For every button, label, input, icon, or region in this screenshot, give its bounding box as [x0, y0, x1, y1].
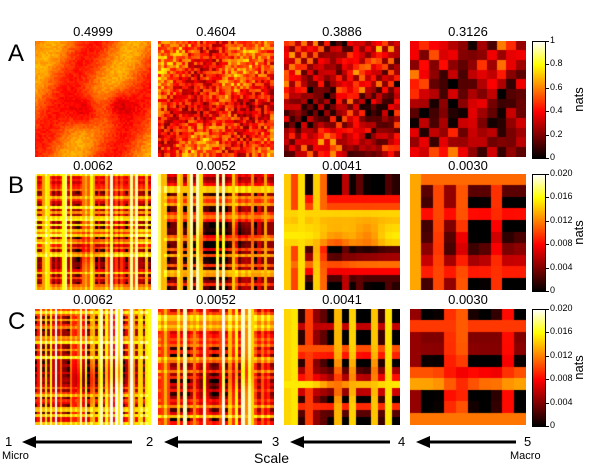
- colorbar-tick-mark: [546, 244, 549, 246]
- panel-title: 0.0030: [448, 158, 488, 173]
- scale-tick-label: 3: [272, 434, 280, 449]
- panel-title: 0.0062: [73, 158, 113, 173]
- heatmap-panel: [284, 41, 400, 157]
- heatmap-panel: [158, 309, 274, 425]
- row-label: C: [8, 308, 26, 335]
- heatmap-panel: [410, 309, 526, 425]
- heatmap-panel: [284, 174, 400, 290]
- colorbar-tick-mark: [546, 355, 549, 357]
- heatmap-panel: [158, 174, 274, 290]
- colorbar-frame: [532, 309, 546, 427]
- scale-tick-label: 1: [5, 434, 13, 449]
- scale-tick-label: 5: [524, 434, 532, 449]
- colorbar-tick-mark: [546, 267, 549, 269]
- panel-title: 0.4604: [196, 24, 236, 39]
- panel-title: 0.0062: [73, 292, 113, 307]
- colorbar-label: nats: [570, 220, 586, 245]
- heatmap-panel: [35, 41, 151, 157]
- scale-axis-label: Scale: [254, 450, 290, 466]
- panel-title: 0.0030: [448, 292, 488, 307]
- colorbar-tick-label: 0: [550, 152, 556, 162]
- colorbar-tick-label: 0.020: [550, 303, 573, 313]
- scale-arrow: [164, 436, 262, 448]
- colorbar-tick-label: 0.008: [550, 238, 573, 249]
- colorbar-tick-mark: [546, 291, 549, 292]
- colorbar-tick-label: 0.004: [550, 396, 573, 407]
- colorbar: [532, 41, 546, 159]
- scale-arrow: [290, 436, 390, 448]
- macro-label: Macro: [510, 450, 541, 462]
- colorbar-tick-mark: [546, 426, 549, 427]
- panel-title: 0.3886: [322, 24, 362, 39]
- colorbar-tick-label: 0.8: [550, 58, 563, 69]
- colorbar-tick-label: 0.008: [550, 373, 573, 384]
- colorbar-tick-mark: [546, 174, 549, 175]
- panel-title: 0.4999: [73, 24, 113, 39]
- colorbar-tick-label: 0: [550, 420, 556, 430]
- colorbar-tick-label: 0: [550, 285, 556, 295]
- colorbar-tick-label: 0.016: [550, 326, 573, 337]
- colorbar-tick-mark: [546, 402, 549, 404]
- colorbar-tick-mark: [546, 379, 549, 381]
- colorbar-tick-label: 0.2: [550, 128, 563, 139]
- colorbar-tick-mark: [546, 64, 549, 66]
- panel-title: 0.0041: [322, 158, 362, 173]
- colorbar-frame: [532, 174, 546, 292]
- heatmap-panel: [158, 41, 274, 157]
- colorbar-tick-mark: [546, 309, 549, 310]
- colorbar-tick-label: 0.4: [550, 105, 563, 116]
- colorbar-tick-label: 0.012: [550, 349, 573, 360]
- colorbar-label: nats: [570, 355, 586, 380]
- heatmap-panel: [284, 309, 400, 425]
- micro-label: Micro: [2, 450, 29, 462]
- colorbar-tick-label: 0.016: [550, 191, 573, 202]
- scale-arrows: [22, 436, 516, 448]
- colorbar: [532, 174, 546, 292]
- scale-tick-label: 2: [146, 434, 154, 449]
- panel-title: 0.3126: [448, 24, 488, 39]
- panel-title: 0.0052: [196, 158, 236, 173]
- heatmap-panel: [35, 309, 151, 425]
- heatmap-panel: [410, 41, 526, 157]
- colorbar-tick-label: 0.6: [550, 81, 563, 92]
- colorbar-label: nats: [570, 87, 586, 112]
- colorbar: [532, 309, 546, 427]
- colorbar-tick-mark: [546, 220, 549, 222]
- panel-title: 0.0041: [322, 292, 362, 307]
- heatmap-panel: [35, 174, 151, 290]
- colorbar-frame: [532, 41, 546, 159]
- row-label: A: [8, 40, 25, 67]
- scale-arrow: [416, 436, 516, 448]
- colorbar-tick-mark: [546, 332, 549, 334]
- colorbar-tick-mark: [546, 87, 549, 89]
- row-label: B: [8, 172, 25, 199]
- colorbar-tick-label: 0.004: [550, 261, 573, 272]
- colorbar-tick-mark: [546, 41, 549, 42]
- scale-arrow: [22, 436, 132, 448]
- colorbar-tick-label: 0.020: [550, 168, 573, 178]
- colorbar-tick-mark: [546, 134, 549, 136]
- panel-title: 0.0052: [196, 292, 236, 307]
- colorbar-tick-mark: [546, 158, 549, 159]
- colorbar-tick-mark: [546, 111, 549, 113]
- scale-tick-label: 4: [398, 434, 406, 449]
- colorbar-tick-mark: [546, 197, 549, 199]
- colorbar-tick-label: 0.012: [550, 214, 573, 225]
- heatmap-panel: [410, 174, 526, 290]
- colorbar-tick-label: 1: [550, 35, 556, 45]
